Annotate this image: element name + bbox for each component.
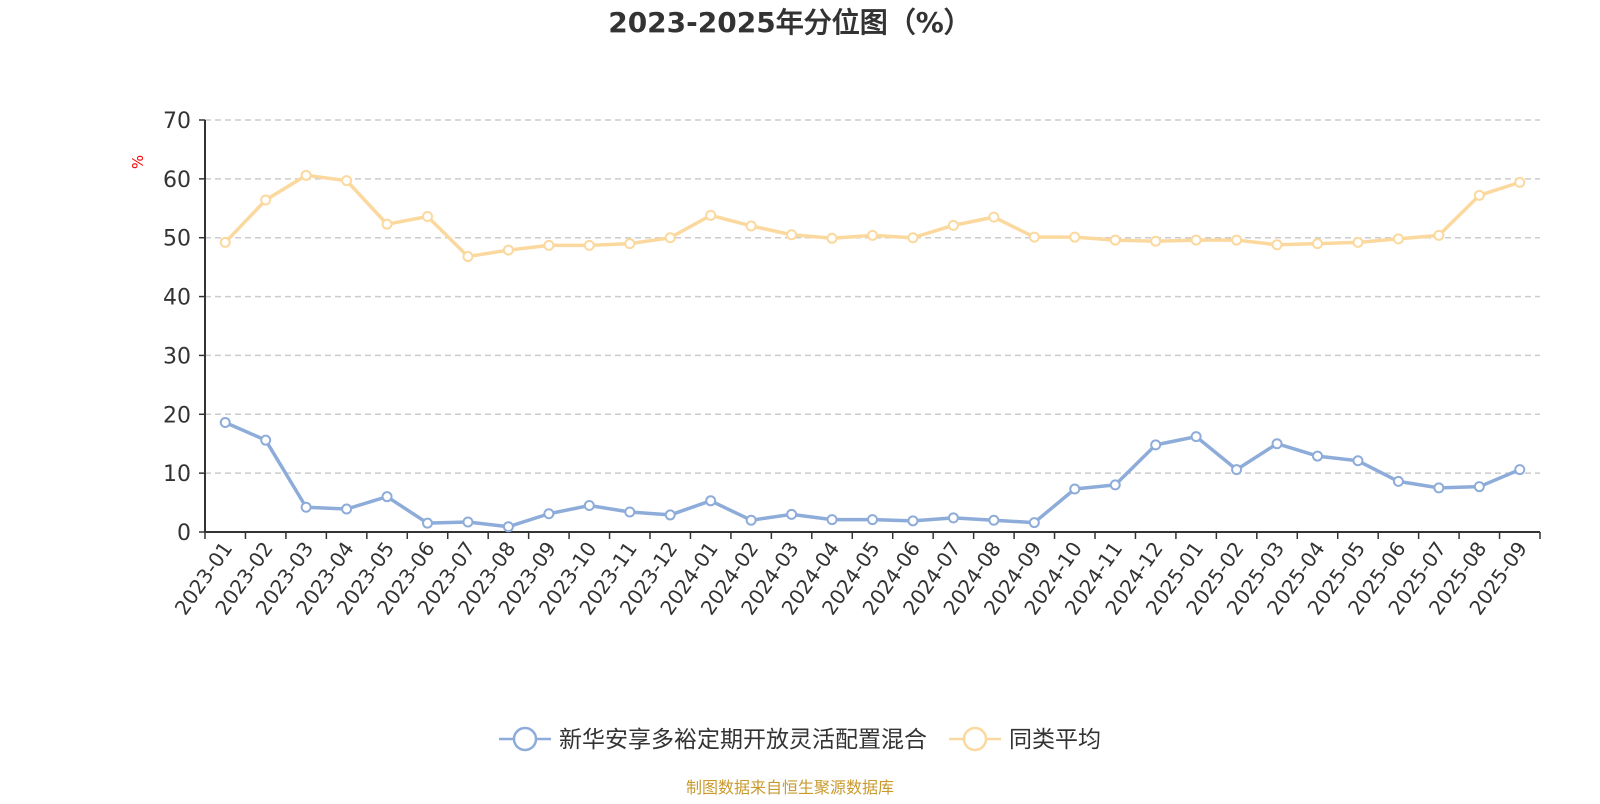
data-point[interactable] [341, 175, 353, 187]
data-point[interactable] [1231, 464, 1243, 476]
data-point[interactable] [300, 501, 312, 513]
legend-item[interactable]: 同类平均 [949, 726, 1101, 753]
legend-circle-icon [512, 726, 538, 752]
data-point[interactable] [1150, 439, 1162, 451]
data-point[interactable] [826, 232, 838, 244]
series-line [223, 173, 1522, 259]
data-point[interactable] [1514, 464, 1526, 476]
data-point[interactable] [381, 218, 393, 230]
y-tick-label: 20 [163, 403, 191, 428]
y-axis-unit-label: % [129, 155, 147, 169]
data-point[interactable] [1433, 482, 1445, 494]
y-tick-label: 70 [163, 109, 191, 134]
data-point[interactable] [786, 508, 798, 520]
legend-label: 同类平均 [1009, 727, 1101, 753]
data-point[interactable] [1271, 239, 1283, 251]
data-point[interactable] [1028, 231, 1040, 243]
data-point[interactable] [1514, 176, 1526, 188]
data-point[interactable] [745, 514, 757, 526]
data-point[interactable] [1231, 234, 1243, 246]
data-point[interactable] [947, 512, 959, 524]
series-lines [219, 169, 1526, 533]
data-point[interactable] [341, 503, 353, 515]
data-point[interactable] [705, 209, 717, 221]
data-point[interactable] [1433, 229, 1445, 241]
data-point[interactable] [826, 514, 838, 526]
legend-circle-icon [962, 726, 988, 752]
data-point[interactable] [1150, 235, 1162, 247]
data-point[interactable] [422, 211, 433, 223]
data-point[interactable] [1352, 455, 1364, 467]
data-point[interactable] [260, 434, 272, 446]
data-point[interactable] [1392, 233, 1404, 245]
data-point[interactable] [543, 239, 555, 251]
chart-title: 2023-2025年分位图（%） [608, 6, 972, 39]
data-point[interactable] [381, 491, 393, 503]
series-line [223, 420, 1522, 529]
data-point[interactable] [624, 506, 636, 518]
data-point[interactable] [1271, 438, 1283, 450]
y-tick-label: 10 [163, 462, 191, 487]
axes: 0102030405060702023-012023-022023-032023… [163, 109, 1541, 619]
data-point[interactable] [1473, 481, 1485, 493]
data-point[interactable] [867, 514, 878, 526]
data-point[interactable] [664, 232, 676, 244]
data-point[interactable] [583, 500, 595, 512]
data-point[interactable] [624, 238, 636, 250]
series-group [219, 169, 1526, 263]
data-point[interactable] [988, 514, 1000, 526]
data-point[interactable] [1473, 189, 1485, 201]
data-point[interactable] [1109, 479, 1121, 491]
y-tick-label: 50 [163, 227, 191, 252]
source-note: 制图数据来自恒生聚源数据库 [686, 778, 894, 797]
data-point[interactable] [745, 220, 757, 232]
data-point[interactable] [947, 219, 959, 231]
data-point[interactable] [300, 169, 312, 181]
data-point[interactable] [988, 211, 1000, 223]
data-point[interactable] [664, 509, 676, 521]
y-tick-label: 30 [163, 344, 191, 369]
data-point[interactable] [705, 495, 717, 507]
data-point[interactable] [1069, 231, 1081, 243]
y-tick-label: 60 [163, 168, 191, 193]
legend[interactable]: 新华安享多裕定期开放灵活配置混合 同类平均 [499, 726, 1101, 753]
data-point[interactable] [502, 244, 514, 256]
data-point[interactable] [1190, 234, 1202, 246]
data-point[interactable] [867, 229, 878, 241]
data-point[interactable] [462, 516, 474, 528]
data-point[interactable] [907, 515, 919, 527]
data-point[interactable] [1312, 450, 1323, 462]
y-tick-label: 40 [163, 286, 191, 311]
y-tick-label: 0 [177, 521, 191, 546]
data-point[interactable] [786, 229, 798, 241]
data-point[interactable] [1312, 238, 1323, 250]
data-point[interactable] [1190, 431, 1202, 443]
grid-lines [205, 119, 1540, 474]
data-point[interactable] [583, 239, 595, 251]
legend-label: 新华安享多裕定期开放灵活配置混合 [559, 727, 927, 753]
data-point[interactable] [260, 194, 272, 206]
data-point[interactable] [1109, 234, 1121, 246]
data-point[interactable] [219, 236, 231, 248]
legend-item[interactable]: 新华安享多裕定期开放灵活配置混合 [499, 726, 927, 753]
data-point[interactable] [219, 417, 231, 429]
data-point[interactable] [502, 521, 514, 533]
data-point[interactable] [1392, 475, 1404, 487]
data-point[interactable] [1352, 236, 1364, 248]
data-point[interactable] [1069, 483, 1081, 495]
data-point[interactable] [422, 517, 433, 529]
data-point[interactable] [543, 508, 555, 520]
data-point[interactable] [907, 232, 919, 244]
data-point[interactable] [462, 251, 474, 263]
data-point[interactable] [1028, 517, 1040, 529]
series-group [219, 417, 1526, 533]
